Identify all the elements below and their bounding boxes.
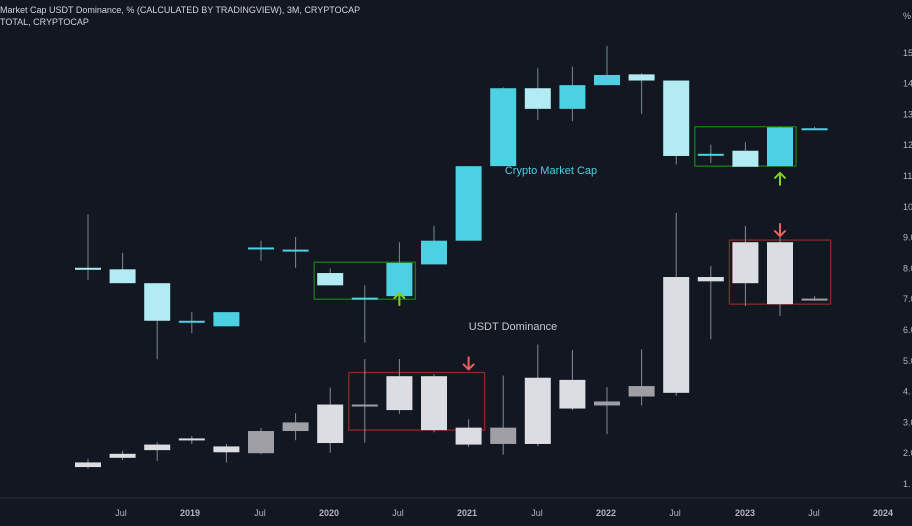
- red-down-arrow-2023-shape: [774, 223, 786, 238]
- x-tick-label: Jul: [669, 508, 681, 518]
- cap-candle-2: [144, 283, 171, 321]
- usdt-candle-0: [75, 462, 101, 468]
- y-tick-label: 9.0: [903, 233, 912, 243]
- y-tick-label: 12.: [903, 140, 912, 150]
- usdt-dominance-label: USDT Dominance: [469, 321, 557, 333]
- cap-candle-6: [282, 249, 309, 252]
- y-tick-label: 8.0: [903, 263, 912, 273]
- green-up-arrow-2023: [774, 171, 786, 186]
- crypto-market-cap-label: Crypto Market Cap: [505, 165, 597, 177]
- x-tick-label: Jul: [808, 508, 820, 518]
- legend-line-usdt: Market Cap USDT Dominance, % (CALCULATED…: [0, 5, 361, 15]
- usdt-candle-9: [386, 376, 413, 411]
- green-up-arrow-2020-shape: [393, 292, 406, 307]
- x-tick-label: Jul: [254, 508, 266, 518]
- x-tick-label: Jul: [392, 508, 404, 518]
- cap-candle-8: [351, 297, 378, 300]
- cap-candle-3: [178, 320, 205, 323]
- cap-candle-7: [317, 273, 344, 286]
- x-tick-label: 2023: [735, 508, 755, 518]
- cap-candle-0: [75, 267, 101, 270]
- usdt-candle-11: [455, 427, 482, 445]
- usdt-candle-10: [421, 376, 447, 431]
- red-down-arrow-2020: [462, 356, 475, 371]
- y-tick-label: 3.0: [903, 417, 912, 427]
- candles: [75, 46, 828, 469]
- x-tick-label: 2024: [873, 508, 893, 518]
- legend-line-total: TOTAL, CRYPTOCAP: [0, 17, 89, 27]
- y-axis[interactable]: 1. 2.0 3.0 4. 5.0 6.0 7.0 8.0 9.0 10. 11. 12. 13. 14.…: [903, 11, 912, 489]
- cap-candle-21: [801, 128, 828, 131]
- x-axis: Jul 2019 Jul 2020 Jul 2021 Jul 2022 Jul 2023 Jul 20…: [115, 508, 893, 518]
- chart-legend: Market Cap USDT Dominance, % (CALCULATED…: [0, 4, 360, 28]
- cap-candle-19: [732, 150, 759, 167]
- cap-candle-14: [559, 85, 586, 109]
- usdt-candle-5: [248, 431, 274, 454]
- usdt-candle-4: [213, 446, 240, 453]
- y-tick-label: 15.: [903, 48, 912, 58]
- cap-candle-9: [386, 262, 413, 297]
- y-tick-label: 14.: [903, 79, 912, 89]
- usdt-candle-16: [628, 386, 655, 397]
- arrows: [393, 171, 786, 371]
- green-up-arrow-2023-shape: [774, 171, 786, 186]
- y-tick-label: 10.: [903, 202, 912, 212]
- usdt-candle-18: [697, 277, 724, 282]
- y-tick-label: 13.: [903, 109, 912, 119]
- red-down-arrow-2023: [774, 223, 786, 238]
- cap-candle-18: [697, 153, 724, 156]
- cap-candle-11: [455, 166, 482, 241]
- usdt-candle-19: [732, 242, 759, 284]
- usdt-candle-2: [144, 444, 171, 451]
- y-unit-label: %: [903, 11, 911, 21]
- x-tick-label: Jul: [115, 508, 127, 518]
- y-tick-label: 11.: [903, 171, 912, 181]
- red-box-2020: [348, 371, 486, 431]
- green-up-arrow-2020: [393, 292, 406, 307]
- usdt-candle-6: [282, 422, 309, 432]
- x-tick-label: 2019: [180, 508, 200, 518]
- cap-candle-20: [767, 127, 793, 167]
- usdt-candle-20: [767, 242, 793, 305]
- y-tick-label: 7.0: [903, 294, 912, 304]
- cap-candle-13: [524, 88, 551, 109]
- red-down-arrow-2020-shape: [462, 356, 475, 371]
- cap-candle-16: [628, 74, 655, 81]
- cap-candle-10: [421, 240, 447, 265]
- usdt-candle-3: [178, 438, 205, 441]
- x-tick-label: 2022: [596, 508, 616, 518]
- cap-candle-5: [248, 247, 274, 250]
- cap-candle-12: [490, 88, 517, 167]
- x-tick-label: 2021: [457, 508, 477, 518]
- usdt-candle-21: [801, 298, 828, 301]
- cap-candle-4: [213, 312, 240, 327]
- y-tick-label: 2.0: [903, 448, 912, 458]
- cap-candle-15: [594, 74, 620, 86]
- usdt-candle-15: [594, 401, 620, 406]
- usdt-candle-1: [109, 453, 136, 458]
- usdt-candle-17: [663, 277, 690, 393]
- usdt-candle-14: [559, 379, 586, 409]
- usdt-candle-12: [490, 427, 517, 444]
- y-tick-label: 4.: [903, 387, 911, 397]
- cap-candle-1: [109, 269, 136, 284]
- x-tick-label: 2020: [319, 508, 339, 518]
- cap-candle-17: [663, 80, 690, 156]
- y-tick-label: 1.: [903, 479, 911, 489]
- y-tick-label: 6.0: [903, 325, 912, 335]
- x-tick-label: Jul: [531, 508, 543, 518]
- y-tick-label: 5.0: [903, 356, 912, 366]
- usdt-candle-13: [524, 377, 551, 444]
- usdt-candle-8: [351, 404, 378, 407]
- usdt-candle-7: [317, 404, 344, 444]
